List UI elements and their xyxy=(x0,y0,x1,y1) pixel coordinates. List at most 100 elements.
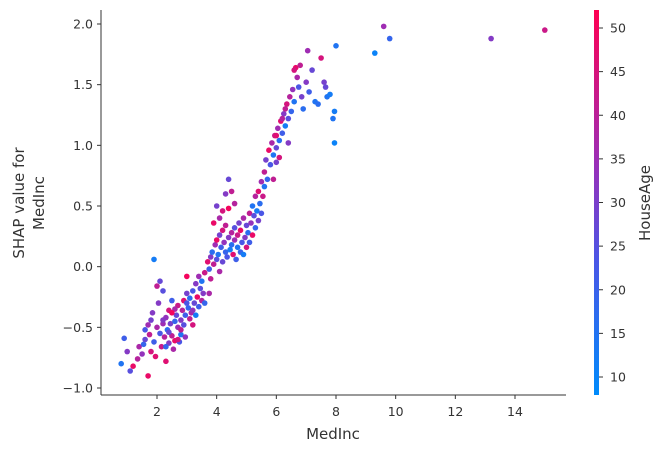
colorbar-ticks: 10 15 20 25 30 35 40 45 50 xyxy=(599,21,626,385)
data-point xyxy=(152,353,159,360)
data-point xyxy=(182,334,189,340)
data-point xyxy=(285,140,292,146)
data-point xyxy=(190,307,196,314)
data-point xyxy=(169,297,175,304)
data-point xyxy=(154,324,160,331)
data-point xyxy=(333,43,339,49)
data-point xyxy=(178,327,184,333)
data-point xyxy=(331,108,338,115)
data-point xyxy=(231,237,238,243)
data-point xyxy=(225,176,232,183)
data-point xyxy=(233,256,239,263)
data-point xyxy=(263,157,269,163)
data-point xyxy=(258,210,265,217)
data-point xyxy=(213,256,220,263)
data-point xyxy=(139,351,145,357)
data-point xyxy=(154,283,160,289)
data-point xyxy=(145,322,151,328)
data-point xyxy=(124,348,130,355)
data-point xyxy=(209,249,215,255)
data-point xyxy=(488,35,494,42)
data-point xyxy=(178,331,184,338)
data-point xyxy=(285,115,292,122)
data-point xyxy=(270,176,277,183)
data-point xyxy=(261,169,268,175)
data-point xyxy=(190,288,196,294)
data-point xyxy=(321,79,327,85)
data-point xyxy=(270,152,277,158)
data-point xyxy=(219,208,226,214)
data-point xyxy=(148,348,154,355)
data-point xyxy=(158,343,165,350)
data-point xyxy=(160,317,166,323)
data-point xyxy=(273,159,280,166)
data-point xyxy=(225,205,232,212)
data-point xyxy=(121,335,127,342)
data-point xyxy=(246,239,253,246)
data-point xyxy=(194,294,201,300)
data-point xyxy=(207,254,214,260)
data-point xyxy=(201,269,208,276)
data-point xyxy=(212,242,218,248)
x-tick-label: 8 xyxy=(332,404,340,419)
data-point xyxy=(191,300,198,306)
data-point xyxy=(185,305,192,311)
colorbar-tick-label: 20 xyxy=(610,282,626,297)
data-point xyxy=(231,225,238,231)
data-point xyxy=(230,251,236,258)
data-point xyxy=(295,84,302,90)
x-tick-label: 6 xyxy=(272,404,280,419)
data-point xyxy=(127,368,133,374)
data-point xyxy=(157,278,163,285)
data-point xyxy=(297,62,304,69)
data-point xyxy=(145,373,151,379)
data-point xyxy=(201,300,208,306)
svg-text:SHAP value for: SHAP value for xyxy=(10,147,28,259)
data-point xyxy=(331,140,338,146)
data-point xyxy=(243,244,250,251)
data-point xyxy=(279,115,286,122)
y-tick-label: 0.0 xyxy=(73,259,93,274)
data-point xyxy=(291,98,298,105)
data-point xyxy=(190,322,196,328)
data-point xyxy=(255,217,262,224)
data-point xyxy=(216,215,223,221)
data-point xyxy=(227,246,233,253)
data-point xyxy=(163,343,169,350)
data-point xyxy=(327,91,333,98)
data-point xyxy=(155,300,162,306)
data-point xyxy=(167,320,174,327)
data-point xyxy=(213,237,220,243)
data-point xyxy=(193,312,199,319)
data-point xyxy=(196,273,202,280)
y-axis-label: SHAP value for MedInc xyxy=(10,147,48,259)
data-point xyxy=(304,47,311,54)
data-point xyxy=(118,360,124,367)
data-point xyxy=(288,108,295,115)
data-point xyxy=(252,193,259,200)
data-point xyxy=(161,334,168,340)
y-tick-label: 1.5 xyxy=(73,77,93,92)
colorbar-tick-label: 25 xyxy=(610,239,626,254)
data-point xyxy=(372,50,378,56)
data-point xyxy=(294,74,301,81)
data-point xyxy=(243,222,250,229)
data-point xyxy=(276,137,283,144)
data-point xyxy=(142,327,148,333)
data-point xyxy=(151,339,157,345)
data-point xyxy=(219,259,226,265)
data-point xyxy=(136,343,142,350)
data-point xyxy=(264,176,271,183)
data-point xyxy=(225,234,232,241)
data-point xyxy=(210,261,217,268)
data-point xyxy=(182,312,189,319)
data-point xyxy=(175,336,181,343)
data-point xyxy=(251,212,257,219)
data-point xyxy=(260,193,266,200)
data-point xyxy=(179,307,186,314)
data-point xyxy=(187,316,193,322)
data-point xyxy=(279,130,286,136)
data-point xyxy=(228,242,235,248)
data-point xyxy=(197,285,204,292)
data-point xyxy=(216,268,223,275)
